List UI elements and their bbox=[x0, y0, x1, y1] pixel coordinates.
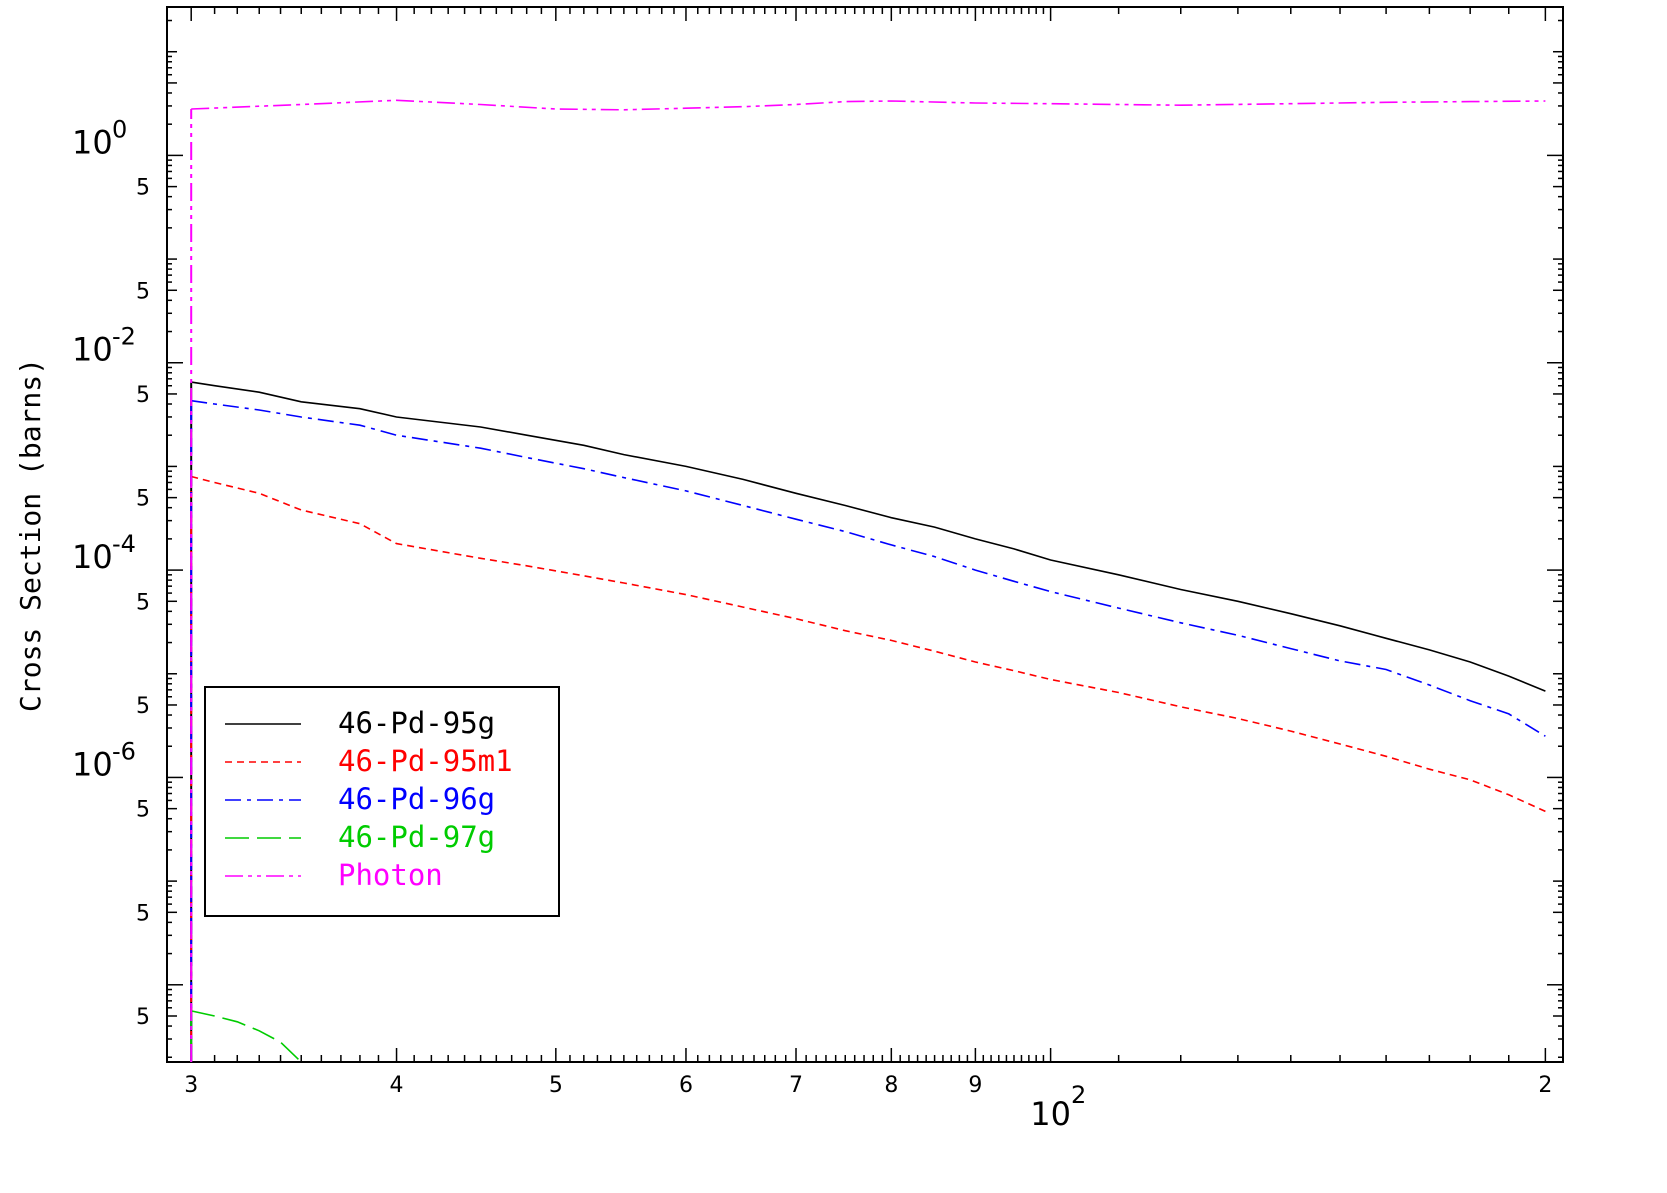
y-minor-tick-label: 5 bbox=[136, 798, 150, 823]
series-line-46-pd-95m1 bbox=[191, 475, 1546, 813]
y-tick-label: 10 bbox=[72, 331, 113, 369]
x-tick-label: 6 bbox=[679, 1073, 693, 1098]
y-minor-tick-label: 5 bbox=[136, 279, 150, 304]
x-tick-label: 10 bbox=[1030, 1095, 1071, 1133]
y-minor-tick-label: 5 bbox=[136, 1005, 150, 1030]
y-axis-title: Cross Section (barns) bbox=[14, 358, 47, 712]
y-tick-label: 10 bbox=[72, 123, 113, 161]
legend-label-46-pd-96g: 46-Pd-96g bbox=[338, 782, 495, 816]
x-tick-label: 2 bbox=[1538, 1073, 1552, 1098]
y-tick-label: 10 bbox=[72, 745, 113, 783]
y-minor-tick-label: 5 bbox=[136, 176, 150, 201]
x-tick-label: 7 bbox=[789, 1073, 803, 1098]
series-line-46-pd-96g bbox=[191, 399, 1546, 737]
y-minor-tick-label: 5 bbox=[136, 694, 150, 719]
series-line-46-pd-95g bbox=[191, 381, 1546, 692]
x-tick-label: 3 bbox=[184, 1073, 198, 1098]
series-line-photon bbox=[191, 99, 1546, 111]
y-tick-exponent: -2 bbox=[112, 323, 136, 351]
x-tick-label: 5 bbox=[549, 1073, 563, 1098]
series-layer bbox=[190, 99, 1546, 1062]
axis-ticks bbox=[167, 7, 1563, 1062]
y-minor-tick-label: 5 bbox=[136, 590, 150, 615]
y-tick-exponent: -6 bbox=[112, 737, 136, 765]
series-line-46-pd-97g bbox=[191, 1010, 302, 1062]
legend-label-46-pd-97g: 46-Pd-97g bbox=[338, 820, 495, 854]
legend-box bbox=[204, 686, 560, 917]
legend-label-photon: Photon bbox=[338, 858, 443, 892]
x-tick-label: 8 bbox=[884, 1073, 898, 1098]
x-tick-exponent: 2 bbox=[1071, 1081, 1086, 1109]
y-tick-label: 10 bbox=[72, 538, 113, 576]
y-minor-tick-label: 5 bbox=[136, 487, 150, 512]
x-tick-label: 9 bbox=[968, 1073, 982, 1098]
legend-label-46-pd-95m1: 46-Pd-95m1 bbox=[338, 744, 513, 778]
plot-frame bbox=[166, 6, 1564, 1063]
y-tick-exponent: -4 bbox=[112, 530, 136, 558]
y-minor-tick-label: 5 bbox=[136, 383, 150, 408]
legend-label-46-pd-95g: 46-Pd-95g bbox=[338, 706, 495, 740]
y-tick-exponent: 0 bbox=[112, 115, 127, 143]
x-tick-label: 4 bbox=[390, 1073, 404, 1098]
legend: 46-Pd-95g 46-Pd-95m1 46-Pd-96g 46-Pd-97g Pho… bbox=[204, 686, 560, 917]
y-minor-tick-label: 5 bbox=[136, 901, 150, 926]
